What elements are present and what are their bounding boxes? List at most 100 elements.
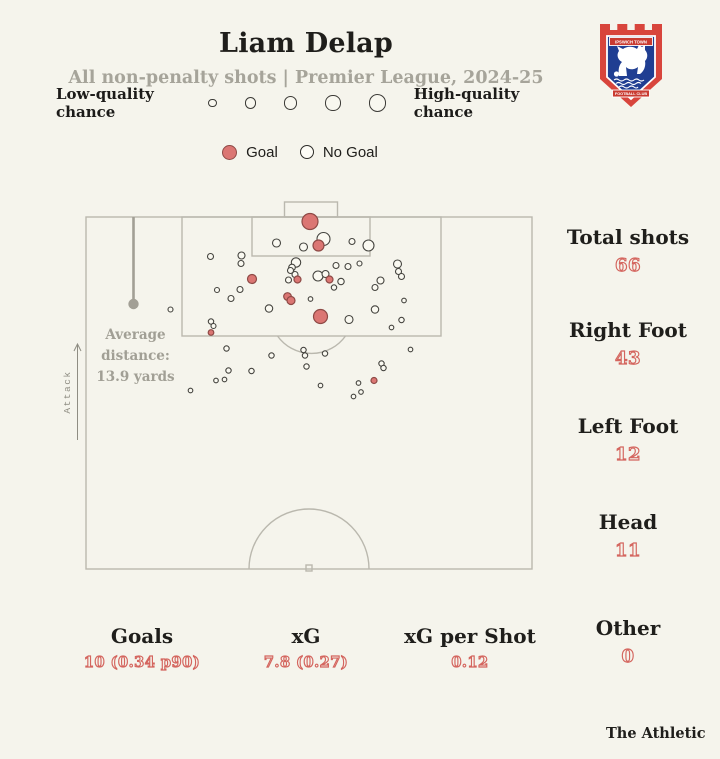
quality-dot-icon [284, 96, 298, 110]
quality-size-scale [194, 94, 399, 112]
stat-head: Head 11 [540, 510, 716, 562]
shot-dot-no-goal [307, 296, 314, 302]
badge-wave-3 [618, 85, 639, 89]
shot-dot-no-goal [300, 346, 307, 354]
shot-dot-no-goal [355, 380, 362, 386]
badge-top-ribbon [609, 37, 653, 46]
ipswich-town-badge: IPSWICH TOWN FOOTBALL CLUB [600, 24, 662, 107]
stat-xg: xG 7.8 (0.27) [224, 624, 388, 672]
shot-dot-no-goal [356, 260, 363, 267]
shot-dot-no-goal [337, 277, 345, 286]
shots-layer [167, 212, 414, 400]
stat-xg-value: 7.8 (0.27) [263, 653, 349, 671]
stat-total-shots: Total shots 66 [540, 225, 716, 277]
shot-dot-no-goal [370, 305, 380, 314]
stat-goals-value: 10 (0.34 p90) [83, 653, 201, 671]
stat-xg-per-shot: xG per Shot 0.12 [388, 624, 552, 672]
stat-xg-label: xG [291, 624, 321, 648]
center-spot [305, 564, 313, 572]
quality-dot-icon [208, 98, 217, 108]
shot-dot-no-goal [407, 346, 414, 353]
attack-arrowhead-icon [73, 342, 82, 352]
brand-logo: The Athletic [606, 725, 706, 742]
shot-dot-goal [312, 239, 325, 252]
shot-dot-no-goal [187, 387, 194, 394]
shot-dot-no-goal [397, 272, 406, 281]
shot-dot-no-goal [237, 259, 245, 268]
penalty-arc [276, 335, 347, 355]
shot-dot-goal [312, 308, 329, 325]
shot-dot-no-goal [392, 259, 403, 269]
shot-dot-goal [286, 295, 296, 306]
shot-dot-no-goal [401, 297, 407, 304]
shot-dot-no-goal [298, 242, 309, 252]
stat-right-foot: Right Foot 43 [540, 318, 716, 370]
subtitle: All non-penalty shots | Premier League, … [68, 68, 544, 88]
shot-dot-no-goal [284, 276, 293, 284]
shot-dot-no-goal [317, 382, 324, 389]
shot-dot-no-goal [213, 377, 219, 384]
shot-dot-goal [293, 275, 302, 284]
shot-dot-no-goal [371, 283, 379, 292]
shot-dot-no-goal [213, 286, 221, 294]
shot-dot-no-goal [321, 269, 330, 279]
badge-wave-2 [615, 81, 642, 86]
shot-dot-goal [301, 212, 319, 231]
low-quality-label: Low-quality chance [56, 85, 154, 121]
shot-dot-no-goal [362, 239, 375, 252]
shot-dot-no-goal [227, 294, 235, 303]
shot-dot-no-goal [312, 270, 324, 282]
attack-label: Attack [62, 370, 73, 413]
quality-dot-icon [244, 97, 257, 109]
shot-dot-no-goal [358, 389, 364, 395]
outcome-legend: Goal No Goal [60, 139, 540, 165]
stat-right-foot-label: Right Foot [569, 318, 687, 342]
shot-dot-goal [370, 376, 378, 385]
average-distance-label-2: distance: [101, 348, 170, 364]
average-distance-label-3: 13.9 yards [96, 369, 175, 385]
stat-head-label: Head [598, 510, 658, 534]
shot-dot-no-goal [223, 345, 230, 352]
average-distance-marker [128, 298, 139, 310]
shot-dot-no-goal [264, 304, 274, 313]
pitch-outline [85, 216, 533, 570]
shot-map-pitch: Average distance: 13.9 yards Attack [62, 201, 533, 572]
shot-dot-no-goal [221, 376, 228, 383]
shot-dot-goal [207, 329, 215, 336]
stat-left-foot: Left Foot 12 [540, 414, 716, 466]
stat-other: Other 0 [540, 616, 716, 668]
stat-xg-per-shot-value: 0.12 [451, 653, 489, 671]
badge-wave-1 [613, 78, 645, 82]
shot-dot-no-goal [388, 324, 395, 331]
badge-ball-icon [613, 71, 620, 77]
stat-right-foot-value: 43 [614, 347, 642, 369]
stat-total-shots-label: Total shots [566, 225, 690, 249]
shot-dot-no-goal [206, 252, 215, 261]
shot-dot-no-goal [225, 367, 232, 374]
shot-dot-no-goal [394, 267, 403, 276]
shot-dot-no-goal [330, 284, 338, 291]
no-goal-label: No Goal [322, 143, 378, 161]
shot-dot-no-goal [268, 352, 275, 359]
shot-dot-no-goal [348, 237, 356, 246]
shot-dot-no-goal [321, 350, 329, 357]
stat-total-shots-value: 66 [614, 254, 642, 276]
page-title: Liam Delap [219, 28, 393, 59]
stat-left-foot-value: 12 [614, 443, 642, 465]
shot-dot-no-goal [301, 352, 309, 359]
badge-bottom-text: FOOTBALL CLUB [615, 92, 647, 96]
shot-dot-no-goal [237, 251, 246, 260]
high-quality-label: High-quality chance [413, 85, 520, 121]
shot-dot-no-goal [248, 367, 255, 375]
shot-dot-goal [246, 273, 258, 285]
shot-dot-no-goal [167, 306, 174, 313]
quality-legend: Low-quality chance High-quality chance [56, 85, 544, 121]
header: Liam Delap All non-penalty shots | Premi… [0, 28, 612, 88]
shot-dot-no-goal [236, 285, 244, 294]
shot-dot-no-goal [303, 363, 310, 370]
bottom-stats: Goals 10 (0.34 p90) xG 7.8 (0.27) xG per Sho… [60, 624, 552, 672]
stat-goals: Goals 10 (0.34 p90) [60, 624, 224, 672]
average-distance-label-1: Average [104, 327, 165, 343]
shot-dot-no-goal [398, 316, 405, 324]
shot-dot-no-goal [350, 393, 357, 400]
